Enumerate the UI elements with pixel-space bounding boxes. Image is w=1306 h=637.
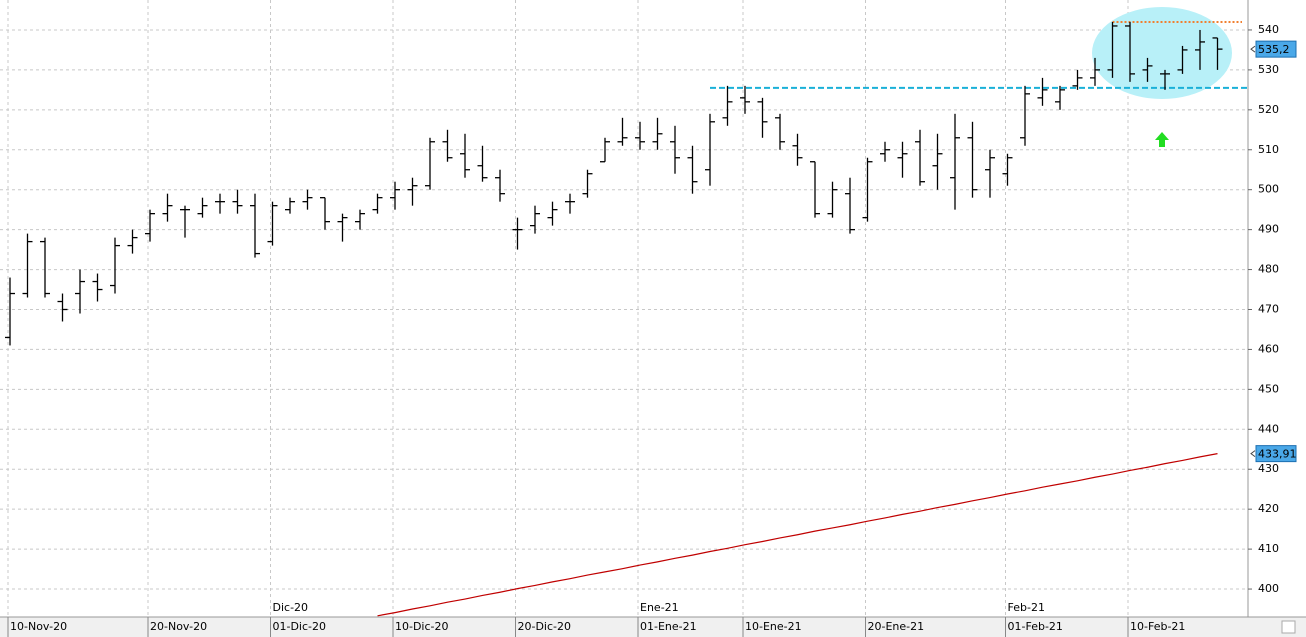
y-tick-label: 410 xyxy=(1258,542,1279,555)
month-label: Dic-20 xyxy=(273,601,309,614)
corner-icon[interactable] xyxy=(1281,620,1296,634)
x-axis-strip xyxy=(0,617,1306,637)
y-tick-label: 420 xyxy=(1258,502,1279,515)
month-label: Ene-21 xyxy=(640,601,679,614)
x-tick-label: 10-Dic-20 xyxy=(395,620,449,633)
x-tick-label: 01-Feb-21 xyxy=(1008,620,1063,633)
last-label: 433,91 xyxy=(1258,448,1297,461)
y-tick-label: 400 xyxy=(1258,582,1279,595)
ma-line xyxy=(377,453,1218,617)
x-tick-label: 10-Nov-20 xyxy=(10,620,67,633)
plot xyxy=(0,0,1248,617)
y-tick-label: 510 xyxy=(1258,143,1279,156)
y-tick-label: 450 xyxy=(1258,382,1279,395)
y-tick-label: 440 xyxy=(1258,422,1279,435)
y-tick-label: 460 xyxy=(1258,342,1279,355)
y-tick-label: 500 xyxy=(1258,183,1279,196)
y-tick-label: 520 xyxy=(1258,103,1279,116)
x-tick-label: 20-Dic-20 xyxy=(518,620,572,633)
x-tick-label: 01-Dic-20 xyxy=(273,620,327,633)
y-tick-label: 530 xyxy=(1258,63,1279,76)
y-tick-label: 480 xyxy=(1258,263,1279,276)
last-label: 535,2 xyxy=(1258,43,1290,56)
y-tick-label: 540 xyxy=(1258,23,1279,36)
y-tick-label: 470 xyxy=(1258,302,1279,315)
last-marker xyxy=(1250,45,1256,53)
last-marker xyxy=(1250,450,1256,458)
up-arrow xyxy=(1155,132,1169,147)
x-tick-label: 10-Ene-21 xyxy=(745,620,802,633)
x-tick-label: 20-Ene-21 xyxy=(868,620,925,633)
plot-marks xyxy=(5,20,1248,617)
month-label: Feb-21 xyxy=(1008,601,1045,614)
x-tick-label: 20-Nov-20 xyxy=(150,620,207,633)
last-label-box xyxy=(1255,40,1297,58)
y-tick-label: 490 xyxy=(1258,223,1279,236)
highlight-ellipse xyxy=(1092,7,1232,99)
y-tick-label: 430 xyxy=(1258,462,1279,475)
x-tick-label: 01-Ene-21 xyxy=(640,620,697,633)
last-label-box xyxy=(1255,445,1297,463)
x-tick-label: 10-Feb-21 xyxy=(1130,620,1185,633)
